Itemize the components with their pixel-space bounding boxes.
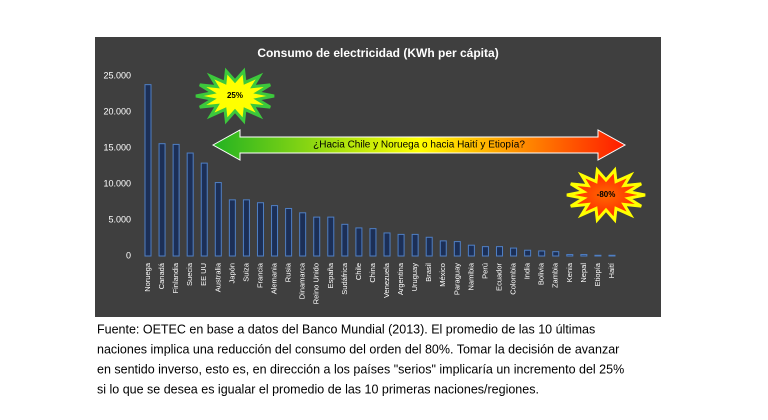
starburst [195, 67, 275, 125]
chart-title: Consumo de electricidad (KWh per cápita) [257, 46, 498, 60]
bar [313, 216, 321, 257]
bar [242, 199, 250, 257]
y-tick-label: 25.000 [103, 70, 131, 80]
bar [594, 254, 602, 257]
x-tick-label: China [368, 262, 377, 282]
y-tick-label: 5.000 [108, 214, 131, 224]
x-tick-label: Namibia [466, 262, 475, 290]
x-tick-label: Brasil [424, 263, 433, 282]
x-tick-label: Etiopía [593, 262, 602, 286]
annotation: -80% [597, 190, 616, 199]
x-tick-label: Colombia [509, 262, 518, 295]
x-tick-label: Japón [227, 263, 236, 283]
x-tick-label: España [326, 262, 335, 288]
x-tick-label: Australia [213, 262, 222, 292]
bar [285, 207, 293, 257]
bar [341, 223, 349, 257]
bar [228, 199, 236, 257]
x-tick-label: México [438, 263, 447, 287]
x-tick-label: Rusia [284, 262, 293, 282]
y-tick-label: 20.000 [103, 106, 131, 116]
bar [186, 152, 194, 257]
x-tick-label: Finlandia [171, 262, 180, 293]
bar [158, 143, 166, 257]
bar [397, 233, 405, 257]
x-tick-label: Perú [480, 263, 489, 279]
bar [538, 250, 546, 257]
bar [299, 212, 307, 257]
y-tick-label: 10.000 [103, 178, 131, 188]
bar [355, 227, 363, 257]
bar [524, 249, 532, 257]
bar [256, 202, 264, 257]
caption-line: en sentido inverso, esto es, en direcció… [97, 362, 624, 376]
bar [453, 241, 461, 257]
caption-line: naciones implica una reducción del consu… [97, 342, 619, 356]
x-tick-label: Zambia [551, 262, 560, 288]
x-tick-label: Uruguay [410, 263, 419, 292]
bar [425, 236, 433, 257]
y-tick-label: 15.000 [103, 142, 131, 152]
x-tick-label: Chile [354, 263, 363, 280]
bar [214, 182, 222, 257]
caption-line: Fuente: OETEC en base a datos del Banco … [97, 322, 595, 336]
x-tick-label: Francia [255, 262, 264, 288]
bar [383, 232, 391, 257]
x-tick-label: Canadá [157, 262, 166, 289]
bar [327, 216, 335, 257]
x-tick-label: Bolivia [537, 262, 546, 285]
y-tick-label: 0 [126, 250, 131, 260]
x-tick-label: Nepal [579, 263, 588, 283]
x-tick-label: Noruega [143, 262, 152, 292]
bar [566, 254, 574, 257]
x-tick-label: Kenia [565, 262, 574, 282]
x-tick-label: Reino Unido [312, 263, 321, 304]
bar [552, 251, 560, 257]
x-tick-label: Alemania [270, 262, 279, 294]
bar [271, 205, 279, 257]
x-tick-label: Suecia [185, 262, 194, 286]
x-tick-label: India [523, 262, 532, 279]
x-tick-label: Sudáfrica [340, 262, 349, 295]
bar [172, 143, 180, 257]
arrow [211, 129, 627, 161]
x-tick-label: Dinamarca [298, 262, 307, 299]
x-tick-label: Suiza [241, 262, 250, 282]
bar [369, 228, 377, 257]
x-tick-label: Ecuador [494, 263, 503, 291]
x-tick-label: Paraguay [452, 263, 461, 295]
bar [144, 84, 152, 257]
bar [439, 240, 447, 257]
starburst [566, 166, 646, 224]
bar [496, 246, 503, 257]
bar [580, 254, 588, 257]
annotation: ¿Hacia Chile y Noruega o hacia Haití y E… [313, 140, 525, 151]
x-tick-label: Venezuela [382, 262, 391, 298]
bar [411, 233, 419, 257]
bar [467, 244, 475, 257]
bar [510, 247, 518, 257]
bar [608, 254, 616, 257]
x-tick-label: Haití [607, 262, 616, 278]
annotation: 25% [227, 91, 243, 100]
bar [481, 246, 489, 257]
x-tick-label: EE UU [199, 263, 208, 286]
caption-line: si lo que se desea es igualar el promedi… [97, 382, 539, 396]
x-tick-label: Argentina [396, 262, 405, 295]
bar [200, 162, 208, 257]
